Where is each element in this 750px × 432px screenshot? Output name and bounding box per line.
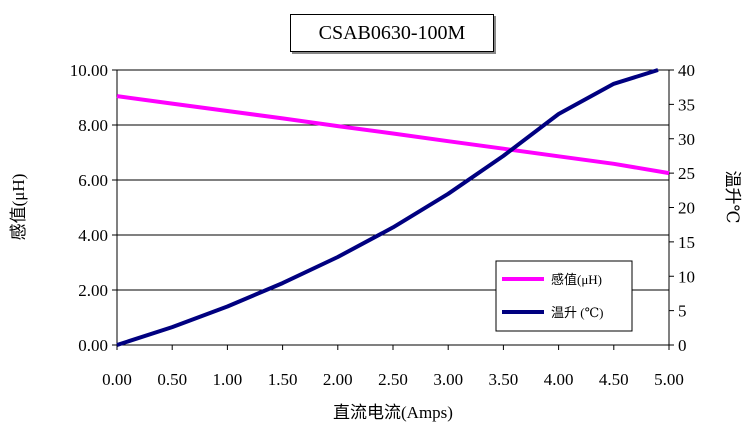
x-axis-label: 直流电流(Amps) [333,403,453,422]
y-right-axis-ticks: 0 5 10 15 20 25 30 35 40 [669,61,695,355]
y-left-tick-label: 8.00 [78,116,108,135]
x-tick-label: 5.00 [654,370,684,389]
y-left-tick-label: 4.00 [78,226,108,245]
y-right-tick-label: 35 [678,95,695,114]
x-tick-label: 3.00 [433,370,463,389]
x-tick-label: 2.50 [378,370,408,389]
y-right-tick-label: 5 [678,302,687,321]
y-right-tick-label: 30 [678,130,695,149]
series-line-temperature [116,68,659,347]
x-tick-label: 4.50 [599,370,629,389]
legend-label-temperature: 温升 (℃) [551,305,603,320]
legend-box [495,260,633,332]
y-left-axis-ticks: 0.00 2.00 4.00 6.00 8.00 10.00 [70,61,117,355]
y-left-axis-label: 感值(μH) [9,174,28,241]
x-tick-label: 3.50 [489,370,519,389]
y-right-axis-label: 温升℃ [723,170,742,223]
y-left-tick-label: 2.00 [78,281,108,300]
y-right-tick-label: 15 [678,233,695,252]
series-group [116,68,670,347]
x-tick-label: 1.50 [268,370,298,389]
x-tick-label: 2.00 [323,370,353,389]
y-right-tick-label: 25 [678,164,695,183]
y-right-tick-label: 0 [678,336,687,355]
x-tick-label: 0.50 [157,370,187,389]
y-right-tick-label: 10 [678,267,695,286]
x-tick-label: 4.00 [544,370,574,389]
x-tick-label: 0.00 [102,370,132,389]
chart-title: CSAB0630-100M [290,14,494,52]
y-left-tick-label: 0.00 [78,336,108,355]
legend: 感值(μH) 温升 (℃) [495,260,633,332]
legend-label-inductance: 感值(μH) [551,272,602,287]
y-right-tick-label: 40 [678,61,695,80]
y-left-tick-label: 10.00 [70,61,108,80]
series-line-inductance [116,94,670,176]
x-axis-ticks: 0.00 0.50 1.00 1.50 2.00 2.50 3.00 3.50 4.00 4.50… [102,345,684,389]
y-right-tick-label: 20 [678,199,695,218]
y-left-tick-label: 6.00 [78,171,108,190]
x-tick-label: 1.00 [213,370,243,389]
